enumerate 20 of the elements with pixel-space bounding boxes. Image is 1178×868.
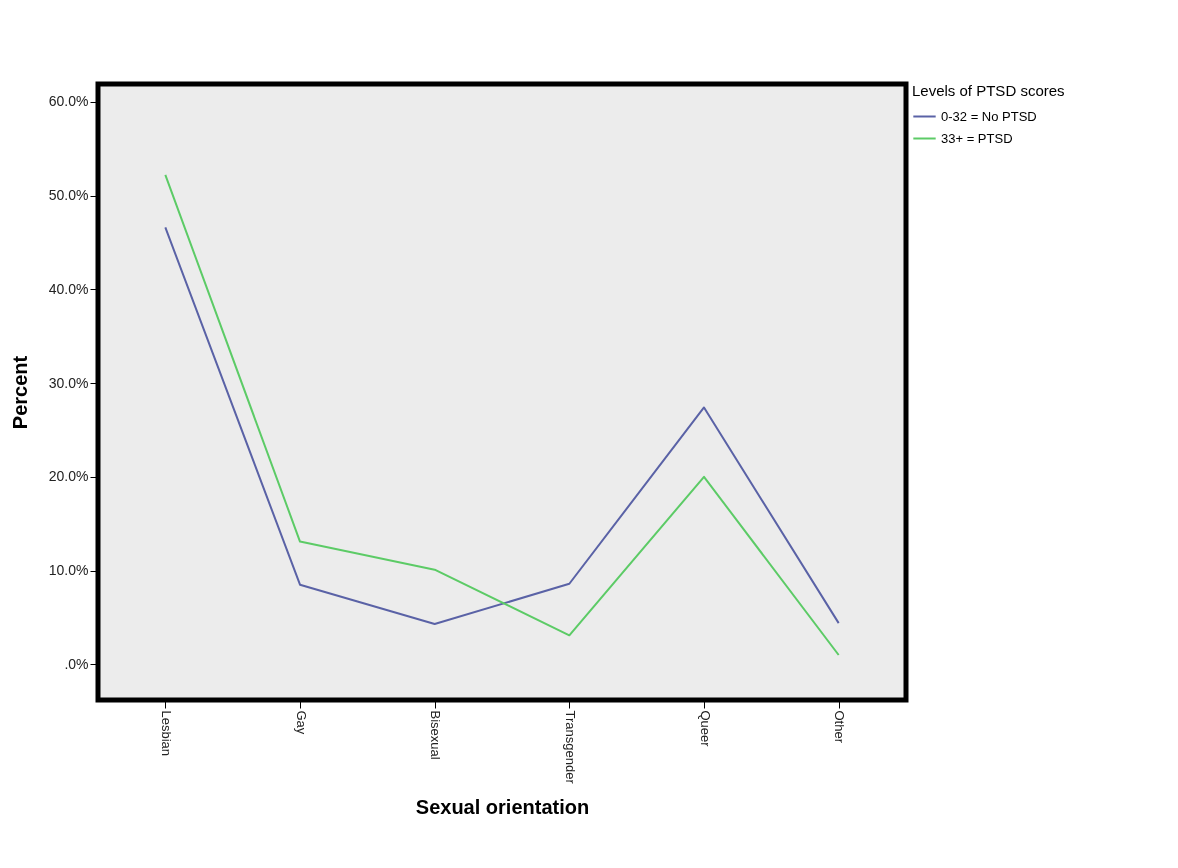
legend-title: Levels of PTSD scores — [912, 82, 1065, 99]
legend-label: 33+ = PTSD — [941, 130, 1013, 146]
y-tick-label: 20.0% — [48, 468, 89, 485]
x-tick-label: Queer — [697, 710, 713, 748]
x-tick-label: Bisexual — [428, 710, 444, 760]
y-tick-label: .0% — [64, 655, 89, 672]
y-tick-label: 40.0% — [48, 280, 89, 297]
x-tick-label: Transgender — [562, 710, 578, 785]
x-tick-label: Gay — [293, 710, 309, 735]
y-tick-label: 10.0% — [48, 562, 89, 579]
y-tick-label: 30.0% — [48, 374, 89, 391]
y-axis-title: Percent — [8, 355, 31, 430]
x-tick-label: Lesbian — [158, 710, 174, 757]
line-series — [164, 173, 840, 656]
x-tick-label: Other — [832, 710, 848, 744]
legend-label: 0-32 = No PTSD — [941, 108, 1037, 124]
y-tick-label: 60.0% — [48, 93, 89, 110]
line-series — [164, 226, 840, 626]
y-tick-label: 50.0% — [48, 187, 89, 204]
x-axis-title: Sexual orientation — [415, 795, 590, 818]
